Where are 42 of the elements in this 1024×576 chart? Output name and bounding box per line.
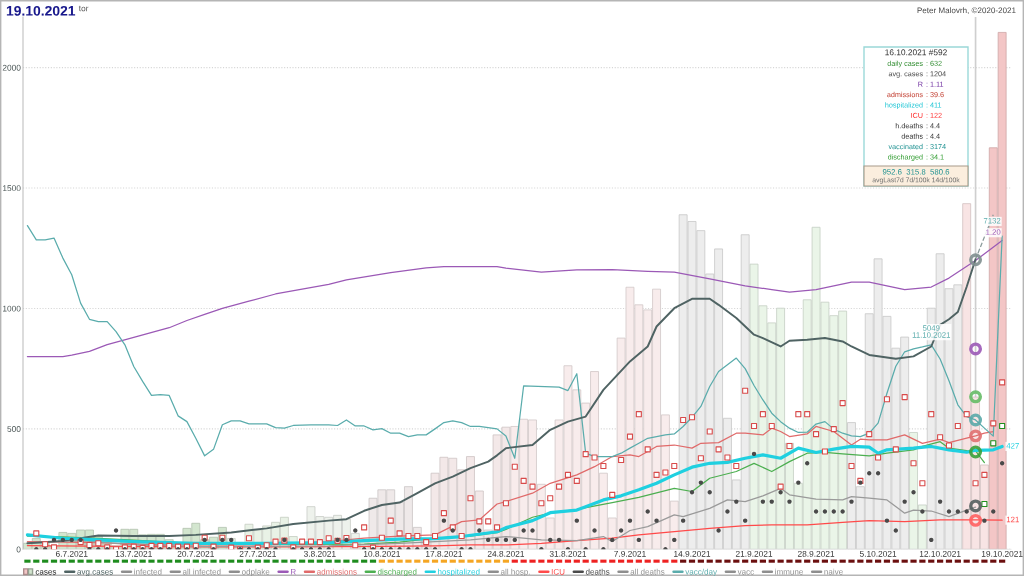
legend-label: deaths	[585, 568, 610, 575]
legend-label: immune	[775, 568, 803, 575]
x-tick-label: 13.7.2021	[115, 550, 152, 557]
x-tick-label: 6.7.2021	[55, 550, 88, 557]
legend-label: vacc	[737, 570, 754, 575]
x-tick-label: 3.8.2021	[303, 550, 336, 557]
legend-label: cases	[35, 570, 57, 575]
legend-label: avg.cases	[77, 570, 113, 576]
legend-label: R	[291, 569, 296, 575]
y-tick-label: 1500	[3, 185, 21, 192]
x-tick-label: 7.9.2021	[614, 550, 646, 557]
x-tick-label: 12.10.2021	[919, 550, 961, 557]
x-tick-label: 19.10.2021	[981, 550, 1023, 557]
x-tick-label: 10.8.2021	[363, 550, 400, 557]
text: Peter Malovrh, ©2020-2021	[917, 7, 1016, 15]
x-tick-label: 31.8.2021	[549, 550, 587, 557]
legend-label: vacc/day	[685, 568, 718, 576]
chart-title: 19.10.2021	[6, 5, 76, 16]
x-tick-label: 17.8.2021	[426, 550, 463, 557]
y-tick-label: 0	[16, 546, 21, 553]
x-tick-label: 24.8.2021	[487, 550, 525, 557]
annotation: 16.10.2021 #592	[885, 49, 947, 56]
legend-label: naive	[824, 568, 843, 575]
legend-label: discharged	[377, 568, 417, 576]
x-tick-label: 5.10.2021	[859, 550, 897, 557]
legend-label: odplake	[241, 568, 270, 576]
x-tick-label: 14.9.2021	[674, 550, 711, 557]
legend-label: ICU	[551, 568, 565, 575]
x-tick-label: 27.7.2021	[239, 550, 276, 557]
legend-label: admissions	[317, 568, 357, 575]
y-tick-label: 1000	[3, 305, 21, 312]
x-tick-label: 21.9.2021	[735, 550, 773, 557]
y-tick-label: 2000	[2, 64, 21, 71]
legend-label: all hosp.	[500, 568, 530, 576]
legend-label: all infected	[182, 568, 221, 575]
legend-label: all deaths	[630, 568, 665, 575]
y-tick-label: 500	[7, 426, 21, 432]
x-tick-label: 28.9.2021	[797, 550, 835, 557]
legend-label: infected	[134, 568, 162, 575]
x-tick-label: 20.7.2021	[177, 550, 214, 557]
chart-subtitle: tor	[78, 5, 89, 12]
legend-label: hospitalized	[438, 568, 480, 576]
